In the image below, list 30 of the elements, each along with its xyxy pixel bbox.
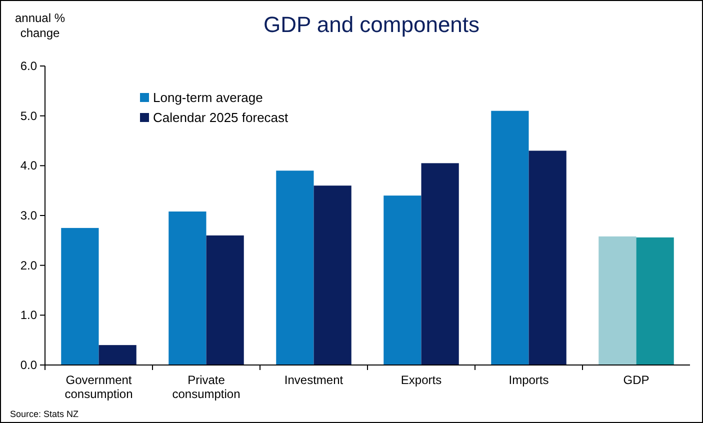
x-tick-label: Private consumption	[172, 373, 240, 401]
bar	[421, 163, 459, 365]
x-tick-label: Exports	[400, 373, 442, 387]
y-tick-label: 4.0	[20, 158, 38, 173]
bar	[598, 236, 636, 365]
bar	[98, 345, 136, 365]
bar	[276, 170, 314, 365]
y-tick-label: 6.0	[20, 59, 38, 73]
x-tick-label: GDP	[623, 373, 650, 387]
bar	[168, 212, 206, 365]
legend-label: Long-term average	[153, 90, 263, 105]
y-tick-label: 2.0	[20, 258, 38, 272]
bar	[314, 186, 352, 365]
bar	[206, 235, 244, 365]
bar	[384, 196, 422, 365]
y-tick-label: 0.0	[20, 358, 38, 372]
y-tick-label: 3.0	[20, 208, 38, 222]
y-tick-label: 5.0	[20, 108, 38, 123]
bar	[61, 228, 99, 365]
bar	[636, 237, 674, 365]
legend-label: Calendar 2025 forecast	[153, 110, 289, 125]
x-tick-label: Imports	[508, 373, 549, 387]
bar	[528, 150, 566, 365]
x-tick-label: Government consumption	[64, 373, 133, 401]
bar	[491, 110, 529, 365]
x-tick-label: Investment	[284, 373, 344, 387]
y-tick-label: 1.0	[20, 308, 38, 322]
y-axis-title: annual % change	[14, 11, 66, 40]
source-note: Source: Stats NZ	[10, 409, 80, 419]
chart-title: GDP and components	[263, 12, 480, 37]
